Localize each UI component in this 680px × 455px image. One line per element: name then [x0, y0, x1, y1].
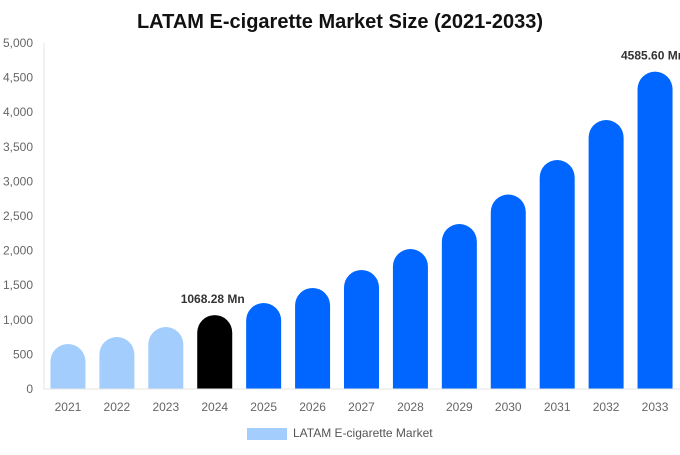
bar-2024[interactable]: [197, 315, 233, 389]
x-tick-label: 2021: [55, 400, 82, 414]
bar-2022[interactable]: [99, 337, 135, 389]
bar-2032[interactable]: [588, 120, 624, 390]
data-label-2033: 4585.60 Mn: [621, 49, 680, 63]
bar-2033[interactable]: [637, 71, 673, 389]
y-tick-label: 4,500: [3, 71, 33, 85]
y-tick-label: 1,500: [3, 278, 33, 292]
bar-2026[interactable]: [295, 287, 331, 389]
legend-swatch: [247, 428, 287, 440]
y-tick-label: 1,000: [3, 313, 33, 327]
x-tick-label: 2025: [250, 400, 277, 414]
x-tick-label: 2030: [495, 400, 522, 414]
y-tick-label: 5,000: [3, 36, 33, 50]
y-tick-label: 2,000: [3, 244, 33, 258]
bars: [50, 71, 673, 390]
bar-2027[interactable]: [344, 269, 379, 389]
x-tick-label: 2024: [201, 400, 228, 414]
y-axis: 0 500 1,000 1,500 2,000 2,500 3,000 3,500 4,000 4…: [3, 36, 45, 396]
y-tick-label: 3,500: [3, 140, 33, 154]
x-tick-label: 2032: [593, 400, 620, 414]
x-tick-label: 2033: [642, 400, 669, 414]
data-label-2024: 1068.28 Mn: [181, 292, 245, 306]
x-tick-label: 2023: [152, 400, 179, 414]
x-tick-label: 2026: [299, 400, 326, 414]
y-tick-label: 2,500: [3, 209, 33, 223]
y-tick-label: 3,000: [3, 174, 33, 188]
x-tick-label: 2027: [348, 400, 375, 414]
y-tick-label: 4,000: [3, 105, 33, 119]
x-tick-label: 2022: [104, 400, 131, 414]
x-tick-label: 2028: [397, 400, 424, 414]
bar-2029[interactable]: [441, 224, 477, 389]
y-tick-label: 500: [13, 347, 33, 361]
bar-2023[interactable]: [148, 326, 184, 389]
bar-2028[interactable]: [392, 249, 428, 389]
y-tick-label: 0: [26, 382, 33, 396]
legend[interactable]: LATAM E-cigarette Market: [247, 426, 433, 440]
data-labels: 1068.28 Mn 4585.60 Mn: [181, 49, 680, 306]
legend-label: LATAM E-cigarette Market: [293, 426, 433, 440]
x-tick-label: 2031: [544, 400, 571, 414]
x-axis: 2021 2022 2023 2024 2025 2026 2027 2028 2029 2030…: [44, 388, 680, 414]
x-tick-label: 2029: [446, 400, 473, 414]
bar-2031[interactable]: [539, 160, 575, 389]
bar-2030[interactable]: [490, 194, 526, 389]
chart-title: LATAM E-cigarette Market Size (2021-2033…: [137, 11, 543, 33]
bar-2021[interactable]: [50, 344, 86, 389]
bar-2025[interactable]: [246, 303, 282, 389]
